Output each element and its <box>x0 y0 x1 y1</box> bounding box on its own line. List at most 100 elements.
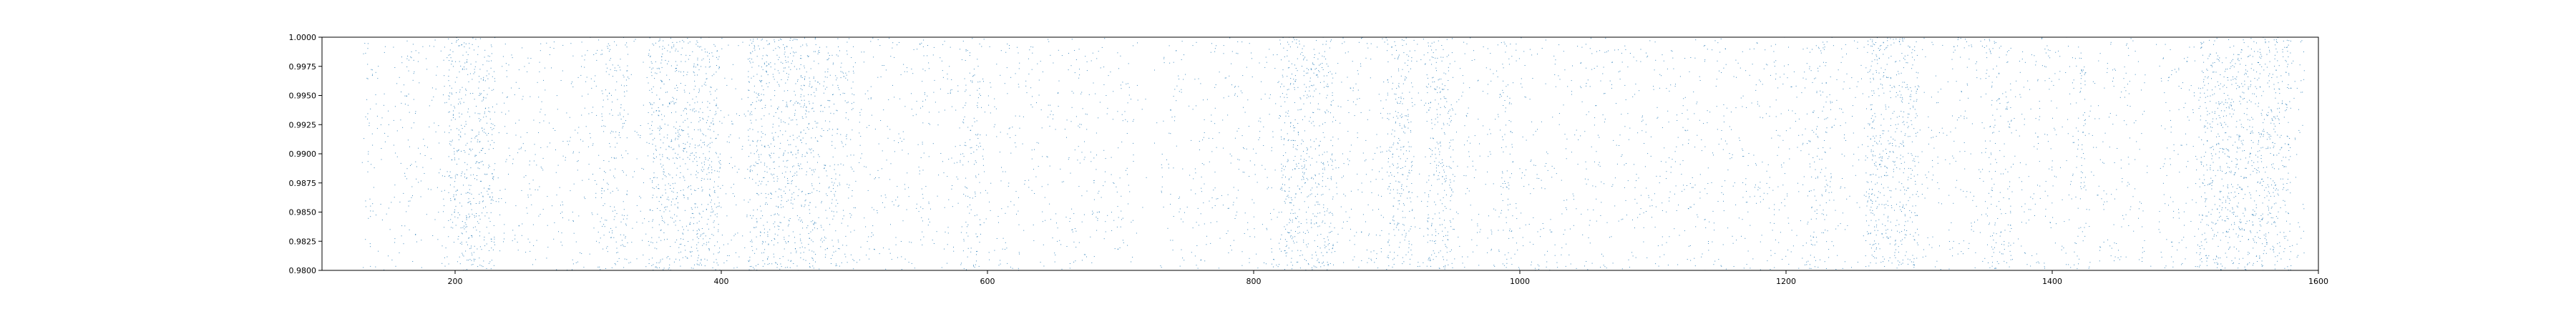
data-point <box>922 197 924 199</box>
data-point <box>1224 77 1226 79</box>
data-point <box>709 59 710 60</box>
data-point <box>1795 113 1796 114</box>
data-point <box>1591 69 1593 70</box>
data-point <box>636 205 638 206</box>
data-point <box>711 208 713 210</box>
data-point <box>2114 69 2116 71</box>
data-point <box>1723 200 1724 202</box>
data-point <box>1107 215 1108 216</box>
data-point <box>444 46 445 48</box>
data-point <box>577 160 579 162</box>
data-point <box>719 247 721 249</box>
data-point <box>570 137 571 138</box>
data-point <box>1833 245 1834 247</box>
data-point <box>683 129 684 131</box>
data-point <box>1382 117 1383 119</box>
data-point <box>2167 80 2169 82</box>
data-point <box>1634 199 1636 200</box>
data-point <box>839 50 840 52</box>
data-point <box>1270 212 1271 214</box>
data-point <box>1397 112 1399 113</box>
data-point <box>1736 77 1737 78</box>
data-point <box>1419 173 1420 175</box>
data-point <box>1434 252 1435 254</box>
data-point <box>879 45 881 46</box>
data-point <box>1851 77 1853 79</box>
data-point <box>1932 160 1933 161</box>
data-point <box>369 243 371 245</box>
data-point <box>921 42 922 44</box>
data-point <box>1874 137 1875 139</box>
data-point <box>2296 256 2298 258</box>
data-point <box>652 180 653 182</box>
data-point <box>2208 255 2210 257</box>
data-point <box>2110 255 2112 257</box>
data-point <box>814 80 816 82</box>
data-point <box>789 101 791 102</box>
data-point <box>1717 60 1718 62</box>
data-point <box>1931 41 1933 43</box>
data-point <box>1702 253 1703 255</box>
data-point <box>1699 197 1701 199</box>
data-point <box>2021 206 2022 207</box>
data-point <box>922 46 924 47</box>
data-point <box>511 87 512 89</box>
data-point <box>1594 124 1595 126</box>
data-point <box>407 55 409 57</box>
data-point <box>1733 266 1735 267</box>
data-point <box>1523 51 1525 52</box>
data-point <box>1599 162 1600 163</box>
data-point <box>1463 175 1465 176</box>
data-point <box>882 65 883 66</box>
data-point <box>593 227 595 229</box>
data-point <box>1119 177 1121 179</box>
data-point <box>2261 179 2263 180</box>
data-point <box>928 203 930 205</box>
data-point <box>733 184 734 185</box>
data-point <box>1249 160 1251 162</box>
data-point <box>1637 132 1639 134</box>
data-point <box>1915 181 1916 182</box>
data-point <box>1812 129 1813 131</box>
data-point <box>1748 153 1750 154</box>
data-point <box>2052 217 2054 218</box>
data-point <box>1707 110 1708 112</box>
data-point <box>753 227 754 228</box>
data-point <box>1392 259 1394 260</box>
data-point <box>2189 46 2190 48</box>
data-point <box>736 267 738 268</box>
data-point <box>374 167 375 169</box>
data-point <box>1954 49 1956 51</box>
data-point <box>1821 169 1823 170</box>
data-point <box>1689 183 1691 185</box>
data-point <box>826 87 828 88</box>
data-point <box>2162 182 2164 184</box>
data-point <box>1902 38 1903 39</box>
data-point <box>610 58 611 59</box>
data-point <box>2099 53 2101 54</box>
data-point <box>1516 60 1517 62</box>
data-point <box>771 194 772 195</box>
data-point <box>1018 52 1019 54</box>
data-point <box>1873 79 1874 80</box>
data-point <box>1742 149 1744 151</box>
data-point <box>2274 182 2275 184</box>
data-point <box>831 202 832 204</box>
data-point <box>2047 195 2049 197</box>
data-point <box>2056 134 2057 135</box>
data-point <box>404 225 406 227</box>
data-point <box>2207 58 2209 59</box>
data-point <box>1747 250 1749 252</box>
data-point <box>1451 263 1453 264</box>
data-point <box>1572 65 1573 67</box>
data-point <box>2133 230 2135 232</box>
data-point <box>861 109 862 110</box>
data-point <box>2009 127 2011 128</box>
data-point <box>766 204 768 205</box>
data-point <box>2079 92 2081 93</box>
data-point <box>841 142 843 144</box>
data-point <box>1604 52 1606 53</box>
data-point <box>438 125 439 127</box>
data-point <box>616 70 618 72</box>
data-point <box>1079 127 1080 128</box>
